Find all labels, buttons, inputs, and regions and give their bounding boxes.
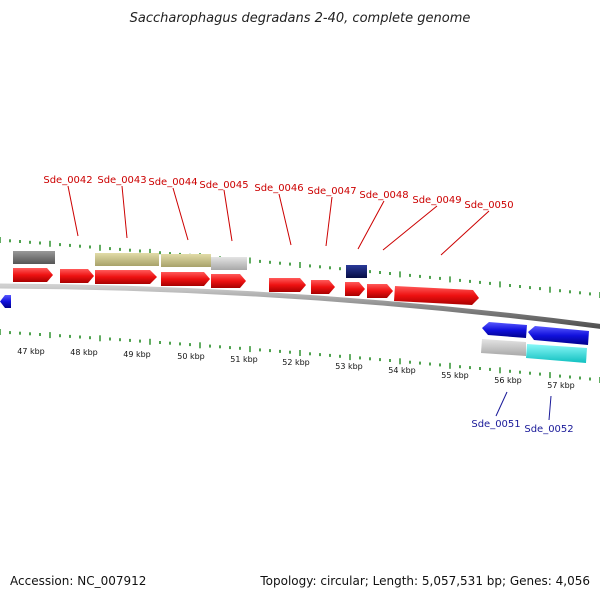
gene-arrow[interactable] (161, 272, 210, 286)
feature-box (481, 339, 526, 356)
gene-label-sde-0047[interactable]: Sde_0047 (307, 186, 356, 197)
feature-box (526, 344, 587, 363)
leader-line (278, 193, 292, 246)
leader-line (223, 189, 233, 242)
forward-gene-arrows (13, 268, 479, 305)
leader-line (325, 196, 333, 247)
tick-label-49: 49 kbp (123, 350, 151, 359)
genome-summary-text: Topology: circular; Length: 5,057,531 bp… (260, 574, 590, 588)
gene-arrow[interactable] (367, 284, 393, 298)
gene-arrow[interactable] (60, 269, 94, 283)
feature-boxes-forward (13, 251, 367, 278)
reverse-gene-labels: Sde_0051 Sde_0052 (471, 391, 574, 435)
gene-arrow[interactable] (345, 282, 365, 296)
leader-line (121, 185, 128, 239)
tick-label-57: 57 kbp (547, 381, 575, 390)
gene-arrow[interactable] (311, 280, 335, 294)
gene-arrow[interactable] (13, 268, 53, 282)
gene-label-sde-0043[interactable]: Sde_0043 (97, 175, 146, 186)
leader-line (440, 210, 490, 256)
feature-box (95, 253, 159, 266)
leader-line (357, 200, 385, 250)
tick-label-54: 54 kbp (388, 366, 416, 375)
inner-tick-track (0, 329, 600, 383)
accession-text: Accession: NC_007912 (10, 574, 147, 588)
gene-label-sde-0049[interactable]: Sde_0049 (412, 195, 461, 206)
feature-box (211, 257, 247, 270)
gene-arrow[interactable] (211, 274, 246, 288)
feature-box (13, 251, 55, 264)
scale-labels: 47 kbp 48 kbp 49 kbp 50 kbp 51 kbp 52 kb… (17, 347, 575, 390)
tick-label-52: 52 kbp (282, 358, 310, 367)
leader-line (382, 205, 438, 251)
genome-title: Saccharophagus degradans 2-40, complete … (130, 11, 471, 26)
gene-label-sde-0046[interactable]: Sde_0046 (254, 183, 303, 194)
gene-arrow[interactable] (269, 278, 306, 292)
gene-label-sde-0048[interactable]: Sde_0048 (359, 190, 408, 201)
gene-arrow[interactable] (528, 326, 589, 345)
leader-line (495, 391, 508, 417)
leader-line (172, 187, 189, 241)
feature-boxes-reverse (481, 339, 587, 363)
genome-backbone (0, 283, 600, 329)
feature-box (346, 265, 367, 278)
gene-label-sde-0042[interactable]: Sde_0042 (43, 175, 92, 186)
gene-label-sde-0051[interactable]: Sde_0051 (471, 419, 520, 430)
gene-arrow[interactable] (482, 322, 527, 338)
leader-line (548, 395, 552, 421)
feature-box (161, 254, 211, 267)
forward-gene-labels: Sde_0042 Sde_0043 Sde_0044 Sde_0045 Sde_… (43, 175, 514, 256)
reverse-gene-arrows (0, 295, 589, 345)
gene-arrow[interactable] (95, 270, 157, 284)
tick-label-55: 55 kbp (441, 371, 469, 380)
gene-label-sde-0045[interactable]: Sde_0045 (199, 180, 248, 191)
gene-label-sde-0052[interactable]: Sde_0052 (524, 424, 573, 435)
gene-label-sde-0050[interactable]: Sde_0050 (464, 200, 513, 211)
tick-label-50: 50 kbp (177, 352, 205, 361)
tick-label-56: 56 kbp (494, 376, 522, 385)
tick-label-51: 51 kbp (230, 355, 258, 364)
tick-label-47: 47 kbp (17, 347, 45, 356)
tick-label-48: 48 kbp (70, 348, 98, 357)
leader-line (67, 185, 79, 237)
gene-label-sde-0044[interactable]: Sde_0044 (148, 177, 197, 188)
tick-label-53: 53 kbp (335, 362, 363, 371)
gene-arrow[interactable] (0, 295, 11, 308)
gene-arrow[interactable] (394, 286, 479, 305)
